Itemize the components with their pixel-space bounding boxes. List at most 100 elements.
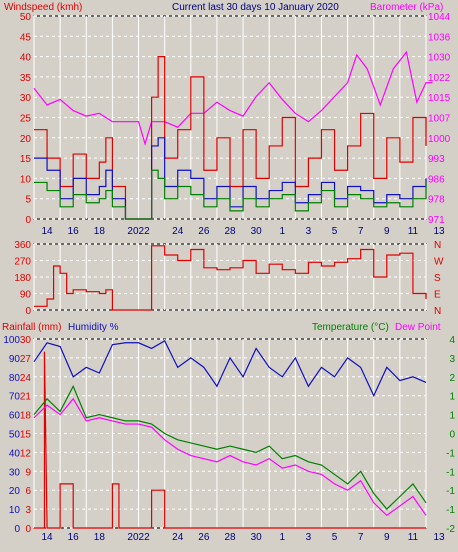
wind-y-tick: 15 xyxy=(20,154,32,165)
dir-compass-label: E xyxy=(434,290,441,301)
x-tick-label-bottom: 2022 xyxy=(127,532,150,543)
rainfall-title: Rainfall (mm) xyxy=(2,322,61,333)
temp-y-tick: -1 xyxy=(446,486,455,497)
humidity-y-tick: 90 xyxy=(9,354,21,365)
temp-y-tick: 0 xyxy=(449,430,455,441)
wind-y-tick: 35 xyxy=(20,73,32,84)
rain-y-tick: 0 xyxy=(25,524,31,535)
wind-y-tick: 0 xyxy=(25,215,31,226)
humidity-y-tick: 70 xyxy=(9,392,21,403)
wind-y-tick: 45 xyxy=(20,32,32,43)
wind-y-tick: 5 xyxy=(25,195,31,206)
baro-y-tick: 993 xyxy=(428,154,445,165)
humidity-y-tick: 0 xyxy=(14,524,20,535)
x-tick-label-top: 11 xyxy=(408,226,419,237)
baro-y-tick: 971 xyxy=(428,215,445,226)
wind-y-tick: 20 xyxy=(20,134,32,145)
x-tick-label-bottom: 18 xyxy=(94,532,106,543)
rain-y-tick: 24 xyxy=(20,373,32,384)
rain-y-tick: 12 xyxy=(20,448,32,459)
humidity-y-tick: 20 xyxy=(9,486,21,497)
humidity-y-tick: 100 xyxy=(3,335,20,346)
rainfall-line xyxy=(34,351,426,529)
temp-y-tick: 4 xyxy=(449,335,455,346)
humidity-line xyxy=(33,340,427,398)
x-tick-label-bottom: 1 xyxy=(279,532,285,543)
rain-y-tick: 18 xyxy=(20,411,32,422)
x-tick-label-top: 7 xyxy=(358,226,364,237)
dir-compass-label: N xyxy=(434,306,441,317)
x-tick-label-bottom: 26 xyxy=(198,532,210,543)
x-tick-label-top: 26 xyxy=(198,226,210,237)
wind-y-tick: 10 xyxy=(20,174,32,185)
panel-frame-1 xyxy=(33,243,427,311)
panel-frame-2 xyxy=(33,338,427,529)
x-tick-label-top: 3 xyxy=(306,226,312,237)
baro-y-tick: 1022 xyxy=(428,73,451,84)
barometer-title: Barometer (kPa) xyxy=(370,2,443,13)
x-tick-label-top: 13 xyxy=(434,226,446,237)
x-tick-label-bottom: 11 xyxy=(408,532,419,543)
x-tick-label-bottom: 16 xyxy=(68,532,80,543)
x-tick-label-top: 5 xyxy=(332,226,338,237)
gust-line xyxy=(34,55,427,220)
x-tick-label-top: 1 xyxy=(279,226,285,237)
temp-y-tick: 1 xyxy=(449,411,455,422)
dir-compass-label: W xyxy=(434,257,444,268)
wind-y-tick: 25 xyxy=(20,114,32,125)
dir-y-tick: 360 xyxy=(14,240,31,251)
chart-title: Current last 30 days 10 January 2020 xyxy=(172,2,339,13)
barometer-line xyxy=(33,50,433,147)
humidity-y-tick: 30 xyxy=(9,467,21,478)
x-tick-label-top: 14 xyxy=(42,226,54,237)
baro-y-tick: 978 xyxy=(428,195,445,206)
baro-y-tick: 1015 xyxy=(428,93,451,104)
x-tick-label-bottom: 9 xyxy=(384,532,390,543)
x-tick-label-bottom: 24 xyxy=(172,532,184,543)
x-tick-label-top: 2022 xyxy=(127,226,150,237)
dir-compass-label: N xyxy=(434,240,441,251)
rain-y-tick: 9 xyxy=(25,467,31,478)
rain-y-tick: 30 xyxy=(20,335,32,346)
temperature-title: Temperature (°C) xyxy=(312,322,389,333)
x-tick-label-top: 18 xyxy=(94,226,106,237)
dewpoint-line xyxy=(33,397,427,517)
humidity-y-tick: 60 xyxy=(9,411,21,422)
humidity-y-tick: 80 xyxy=(9,373,21,384)
baro-y-tick: 986 xyxy=(428,174,445,185)
humidity-y-tick: 50 xyxy=(9,430,21,441)
humidity-y-tick: 10 xyxy=(9,505,21,516)
wind-line xyxy=(34,137,427,220)
x-tick-label-bottom: 13 xyxy=(434,532,446,543)
direction-line xyxy=(34,245,427,311)
baro-y-tick: 1030 xyxy=(428,53,451,64)
x-tick-label-top: 24 xyxy=(172,226,184,237)
dir-y-tick: 90 xyxy=(20,290,32,301)
temp-y-tick: -2 xyxy=(446,524,455,535)
x-tick-label-bottom: 3 xyxy=(306,532,312,543)
x-tick-label-bottom: 28 xyxy=(224,532,236,543)
rain-y-tick: 21 xyxy=(20,392,32,403)
x-tick-label-bottom: 5 xyxy=(332,532,338,543)
temperature-line xyxy=(33,384,427,510)
x-tick-label-top: 9 xyxy=(384,226,390,237)
temp-y-tick: -1 xyxy=(446,448,455,459)
temp-y-tick: 3 xyxy=(449,354,455,365)
baro-y-tick: 1044 xyxy=(428,12,451,23)
temp-y-tick: -1 xyxy=(446,505,455,516)
wind-y-tick: 40 xyxy=(20,53,32,64)
dir-y-tick: 0 xyxy=(25,306,31,317)
temp-y-tick: 2 xyxy=(449,373,455,384)
baro-y-tick: 1036 xyxy=(428,32,451,43)
rain-y-tick: 27 xyxy=(20,354,32,365)
humidity-y-tick: 40 xyxy=(9,448,21,459)
x-tick-label-top: 30 xyxy=(251,226,263,237)
wind-y-tick: 50 xyxy=(20,12,32,23)
dewpoint-title: Dew Point xyxy=(395,322,441,333)
rain-y-tick: 15 xyxy=(20,430,32,441)
baro-y-tick: 1000 xyxy=(428,134,451,145)
temp-y-tick: -1 xyxy=(446,467,455,478)
temp-y-tick: 1 xyxy=(449,392,455,403)
